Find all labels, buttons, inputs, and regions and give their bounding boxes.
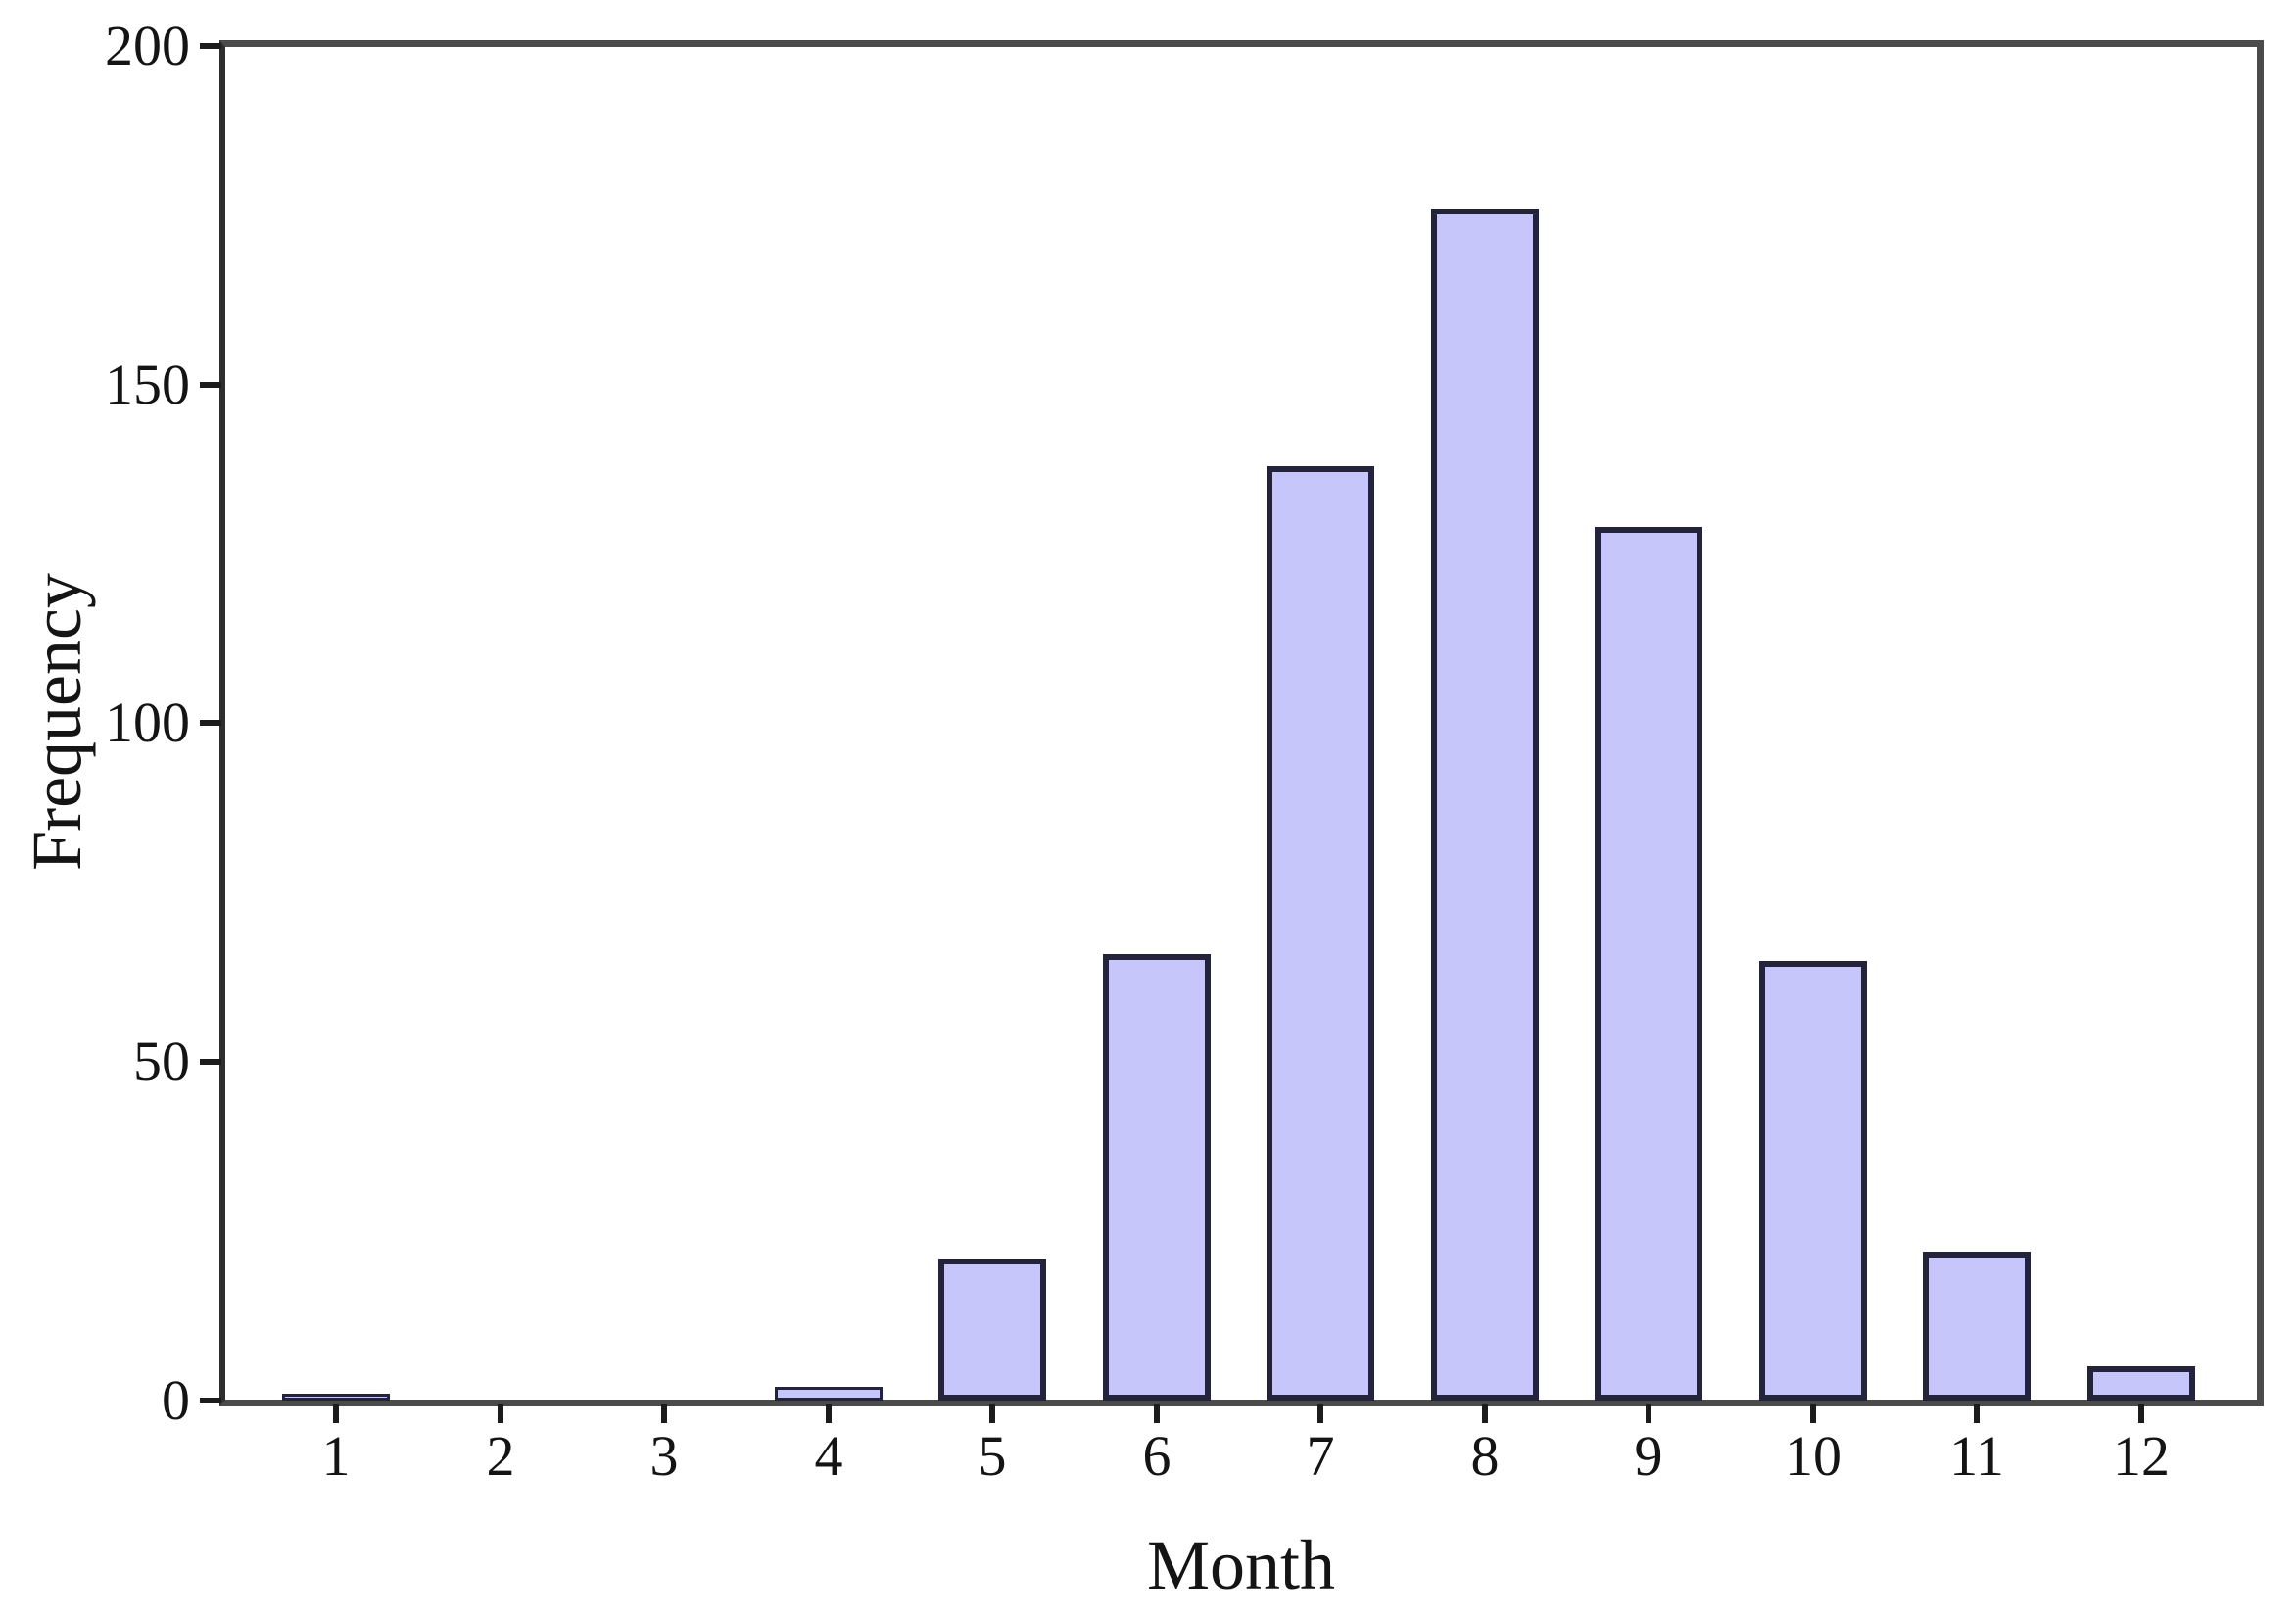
x-tick-mark-3 bbox=[661, 1404, 667, 1423]
bar-month-5 bbox=[938, 1259, 1046, 1401]
x-tick-label-5: 5 bbox=[978, 1424, 1007, 1488]
x-tick-label-6: 6 bbox=[1142, 1424, 1172, 1488]
y-tick-label-200: 200 bbox=[105, 14, 190, 77]
x-tick-mark-8 bbox=[1482, 1404, 1488, 1423]
x-tick-label-8: 8 bbox=[1470, 1424, 1500, 1488]
x-axis-title: Month bbox=[1146, 1526, 1336, 1604]
x-tick-mark-2 bbox=[498, 1404, 503, 1423]
x-tick-mark-1 bbox=[333, 1404, 339, 1423]
y-tick-mark-150 bbox=[200, 382, 221, 388]
bar-month-1 bbox=[282, 1394, 390, 1401]
x-tick-mark-11 bbox=[1974, 1404, 1980, 1423]
bar-month-8 bbox=[1431, 209, 1539, 1401]
x-tick-mark-12 bbox=[2138, 1404, 2144, 1423]
x-tick-mark-5 bbox=[989, 1404, 995, 1423]
x-tick-label-4: 4 bbox=[814, 1424, 843, 1488]
x-tick-label-10: 10 bbox=[1785, 1424, 1842, 1488]
y-tick-label-50: 50 bbox=[133, 1029, 190, 1093]
x-tick-label-12: 12 bbox=[2113, 1424, 2170, 1488]
x-tick-mark-4 bbox=[826, 1404, 832, 1423]
x-tick-label-3: 3 bbox=[649, 1424, 679, 1488]
y-tick-mark-0 bbox=[200, 1398, 221, 1403]
x-tick-label-7: 7 bbox=[1306, 1424, 1335, 1488]
y-tick-label-100: 100 bbox=[105, 690, 190, 754]
y-tick-mark-200 bbox=[200, 43, 221, 49]
y-tick-mark-100 bbox=[200, 720, 221, 726]
plot-area bbox=[225, 46, 2258, 1401]
x-tick-mark-10 bbox=[1810, 1404, 1816, 1423]
x-tick-mark-7 bbox=[1317, 1404, 1323, 1423]
x-tick-label-1: 1 bbox=[321, 1424, 351, 1488]
y-tick-label-150: 150 bbox=[105, 353, 190, 416]
x-tick-mark-6 bbox=[1154, 1404, 1160, 1423]
plot-frame bbox=[219, 40, 2264, 1406]
x-tick-label-11: 11 bbox=[1949, 1424, 2004, 1488]
bar-month-4 bbox=[775, 1387, 883, 1401]
y-axis-title: Frequency bbox=[18, 573, 96, 871]
bar-month-10 bbox=[1759, 961, 1867, 1401]
y-tick-label-0: 0 bbox=[162, 1368, 190, 1432]
bar-month-11 bbox=[1923, 1252, 2031, 1401]
y-tick-mark-50 bbox=[200, 1059, 221, 1065]
bar-month-9 bbox=[1595, 527, 1702, 1401]
x-tick-mark-9 bbox=[1646, 1404, 1651, 1423]
bar-month-6 bbox=[1103, 954, 1211, 1401]
bar-month-12 bbox=[2087, 1366, 2195, 1401]
x-tick-label-2: 2 bbox=[486, 1424, 515, 1488]
bar-month-7 bbox=[1267, 466, 1374, 1401]
x-tick-label-9: 9 bbox=[1634, 1424, 1663, 1488]
